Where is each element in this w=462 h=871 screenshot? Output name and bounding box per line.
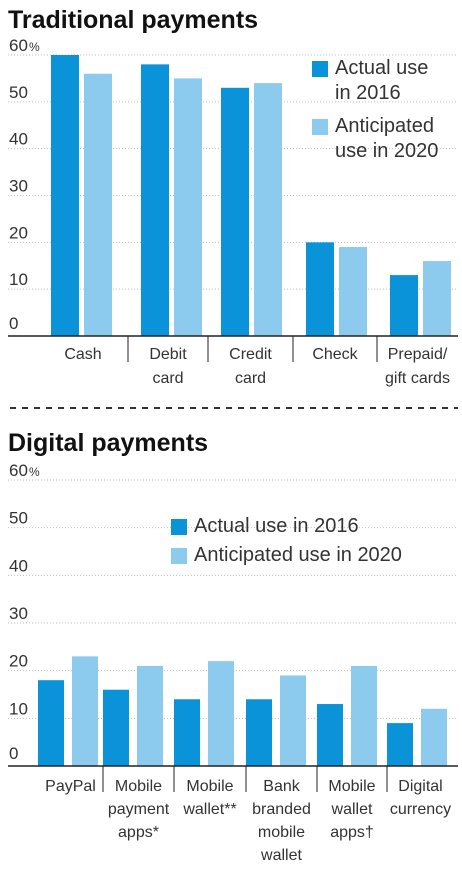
bar-actual-2016 [246, 699, 272, 766]
category-label: apps* [118, 824, 159, 841]
legend-label: Anticipated use in 2020 [194, 544, 402, 566]
category-label: Debit [149, 346, 187, 363]
legend-swatch-actual [312, 61, 328, 77]
category-label: Prepaid/ [388, 346, 448, 363]
category-label: branded [252, 801, 311, 818]
legend-swatch-actual [171, 519, 187, 535]
bar-anticipated-2020 [208, 661, 234, 766]
bar-anticipated-2020 [254, 83, 282, 336]
bar-actual-2016 [38, 680, 64, 766]
category-label: card [235, 370, 266, 387]
bar-actual-2016 [51, 55, 79, 336]
bar-actual-2016 [221, 87, 249, 337]
y-tick-label: 10 [9, 270, 28, 289]
y-tick-label: 20 [9, 652, 28, 671]
bar-actual-2016 [387, 723, 413, 766]
category-label: mobile [258, 824, 305, 841]
y-unit-label: % [29, 465, 40, 479]
category-label: Mobile [328, 778, 375, 795]
bar-actual-2016 [103, 689, 129, 766]
bar-anticipated-2020 [72, 656, 98, 766]
y-tick-label: 0 [9, 314, 18, 333]
bar-anticipated-2020 [421, 708, 447, 766]
category-label: apps† [330, 824, 374, 841]
bar-anticipated-2020 [339, 247, 367, 336]
category-label: Credit [229, 346, 272, 363]
category-label: currency [390, 801, 451, 818]
y-tick-label: 60 [9, 461, 28, 480]
bar-actual-2016 [174, 699, 200, 766]
chart-title: Traditional payments [8, 6, 258, 34]
y-tick-label: 60 [9, 36, 28, 55]
y-tick-label: 40 [9, 130, 28, 149]
bar-anticipated-2020 [351, 665, 377, 766]
category-label: Cash [64, 346, 101, 363]
y-tick-label: 50 [9, 509, 28, 528]
bar-actual-2016 [390, 275, 418, 336]
bar-anticipated-2020 [423, 261, 451, 336]
y-tick-label: 0 [9, 744, 18, 763]
bar-anticipated-2020 [84, 73, 112, 336]
bar-anticipated-2020 [174, 78, 202, 337]
category-label: Digital [398, 778, 442, 795]
bar-anticipated-2020 [137, 665, 163, 766]
category-label: wallet [260, 847, 302, 864]
chart-title: Digital payments [8, 429, 208, 457]
category-label: payment [108, 801, 170, 818]
y-tick-label: 30 [9, 604, 28, 623]
bar-anticipated-2020 [280, 675, 306, 766]
category-label: Mobile [115, 778, 162, 795]
category-label: Check [312, 346, 358, 363]
category-label: Bank [263, 778, 300, 795]
category-label: PayPal [45, 778, 96, 795]
category-label: wallet** [182, 801, 236, 818]
y-tick-label: 50 [9, 83, 28, 102]
category-label: wallet [331, 801, 373, 818]
category-label: Mobile [186, 778, 233, 795]
bar-actual-2016 [306, 242, 334, 336]
y-tick-label: 30 [9, 177, 28, 196]
legend-swatch-anticipated [312, 119, 328, 135]
y-unit-label: % [29, 40, 40, 54]
y-tick-label: 10 [9, 699, 28, 718]
legend-label: in 2016 [335, 82, 401, 104]
category-label: gift cards [385, 370, 450, 387]
legend-label: Actual use [335, 57, 428, 79]
bar-actual-2016 [141, 64, 169, 336]
category-label: card [152, 370, 183, 387]
legend-label: Anticipated [335, 115, 434, 137]
y-tick-label: 20 [9, 223, 28, 242]
legend-label: Actual use in 2016 [194, 515, 359, 537]
legend-label: use in 2020 [335, 140, 438, 162]
bar-actual-2016 [317, 704, 343, 766]
y-tick-label: 40 [9, 556, 28, 575]
legend-swatch-anticipated [171, 548, 187, 564]
